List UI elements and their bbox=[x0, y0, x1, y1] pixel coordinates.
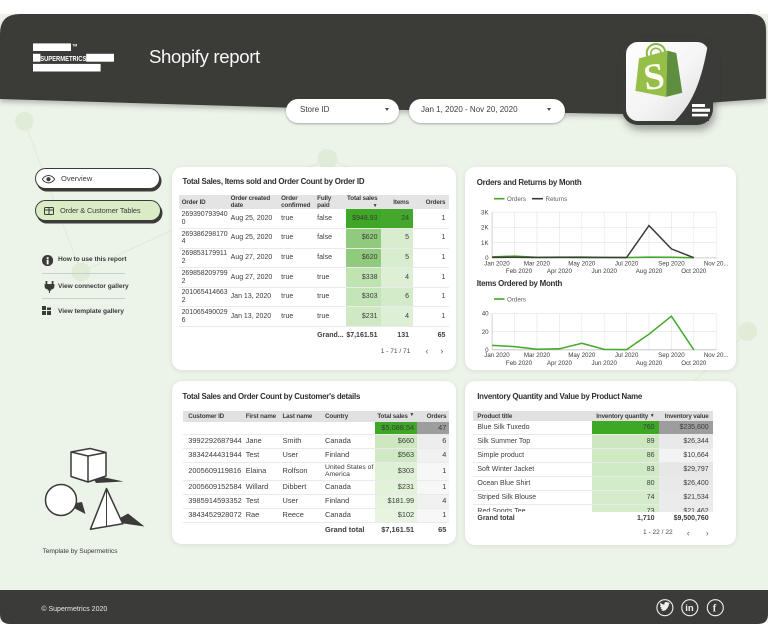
svg-text:1K: 1K bbox=[481, 240, 489, 247]
svg-text:© Supermetrics 2020: © Supermetrics 2020 bbox=[41, 605, 107, 613]
svg-text:0: 0 bbox=[485, 347, 489, 354]
svg-text:Sep 2020: Sep 2020 bbox=[658, 352, 685, 359]
svg-text:Aug 2020: Aug 2020 bbox=[636, 360, 663, 367]
svg-text:May 2020: May 2020 bbox=[568, 352, 596, 359]
svg-text:Orders: Orders bbox=[507, 296, 526, 303]
svg-text:Aug 2020: Aug 2020 bbox=[636, 268, 663, 275]
svg-text:20: 20 bbox=[482, 329, 489, 336]
svg-text:Apr 2020: Apr 2020 bbox=[547, 360, 573, 367]
svg-text:Orders: Orders bbox=[507, 196, 526, 203]
svg-text:0: 0 bbox=[485, 255, 489, 262]
svg-text:Feb 2020: Feb 2020 bbox=[506, 360, 533, 367]
svg-text:Jul 2020: Jul 2020 bbox=[615, 352, 639, 359]
svg-text:Jun 2020: Jun 2020 bbox=[591, 360, 617, 367]
svg-text:SUPERMETRICS: SUPERMETRICS bbox=[40, 54, 86, 63]
svg-text:Nov 20...: Nov 20... bbox=[704, 261, 729, 268]
svg-text:f: f bbox=[713, 603, 717, 614]
svg-text:Jan 2020: Jan 2020 bbox=[484, 261, 510, 268]
svg-text:Mar 2020: Mar 2020 bbox=[524, 352, 551, 359]
svg-text:Apr 2020: Apr 2020 bbox=[547, 268, 573, 275]
svg-text:in: in bbox=[685, 603, 694, 614]
svg-text:40: 40 bbox=[482, 311, 489, 318]
svg-text:3K: 3K bbox=[481, 209, 489, 216]
svg-text:Mar 2020: Mar 2020 bbox=[524, 261, 551, 268]
svg-text:Oct 2020: Oct 2020 bbox=[681, 360, 707, 367]
svg-text:Jun 2020: Jun 2020 bbox=[591, 268, 617, 275]
svg-text:Sep 2020: Sep 2020 bbox=[658, 261, 685, 268]
svg-text:TM: TM bbox=[72, 44, 77, 48]
svg-text:2K: 2K bbox=[481, 225, 489, 232]
svg-text:Feb 2020: Feb 2020 bbox=[506, 268, 533, 275]
svg-text:May 2020: May 2020 bbox=[568, 261, 596, 268]
svg-text:Returns: Returns bbox=[546, 196, 568, 203]
svg-text:Oct 2020: Oct 2020 bbox=[681, 268, 707, 275]
svg-text:Jul 2020: Jul 2020 bbox=[615, 261, 639, 268]
svg-text:Nov 20...: Nov 20... bbox=[704, 352, 729, 359]
svg-text:Jan 2020: Jan 2020 bbox=[484, 352, 510, 359]
